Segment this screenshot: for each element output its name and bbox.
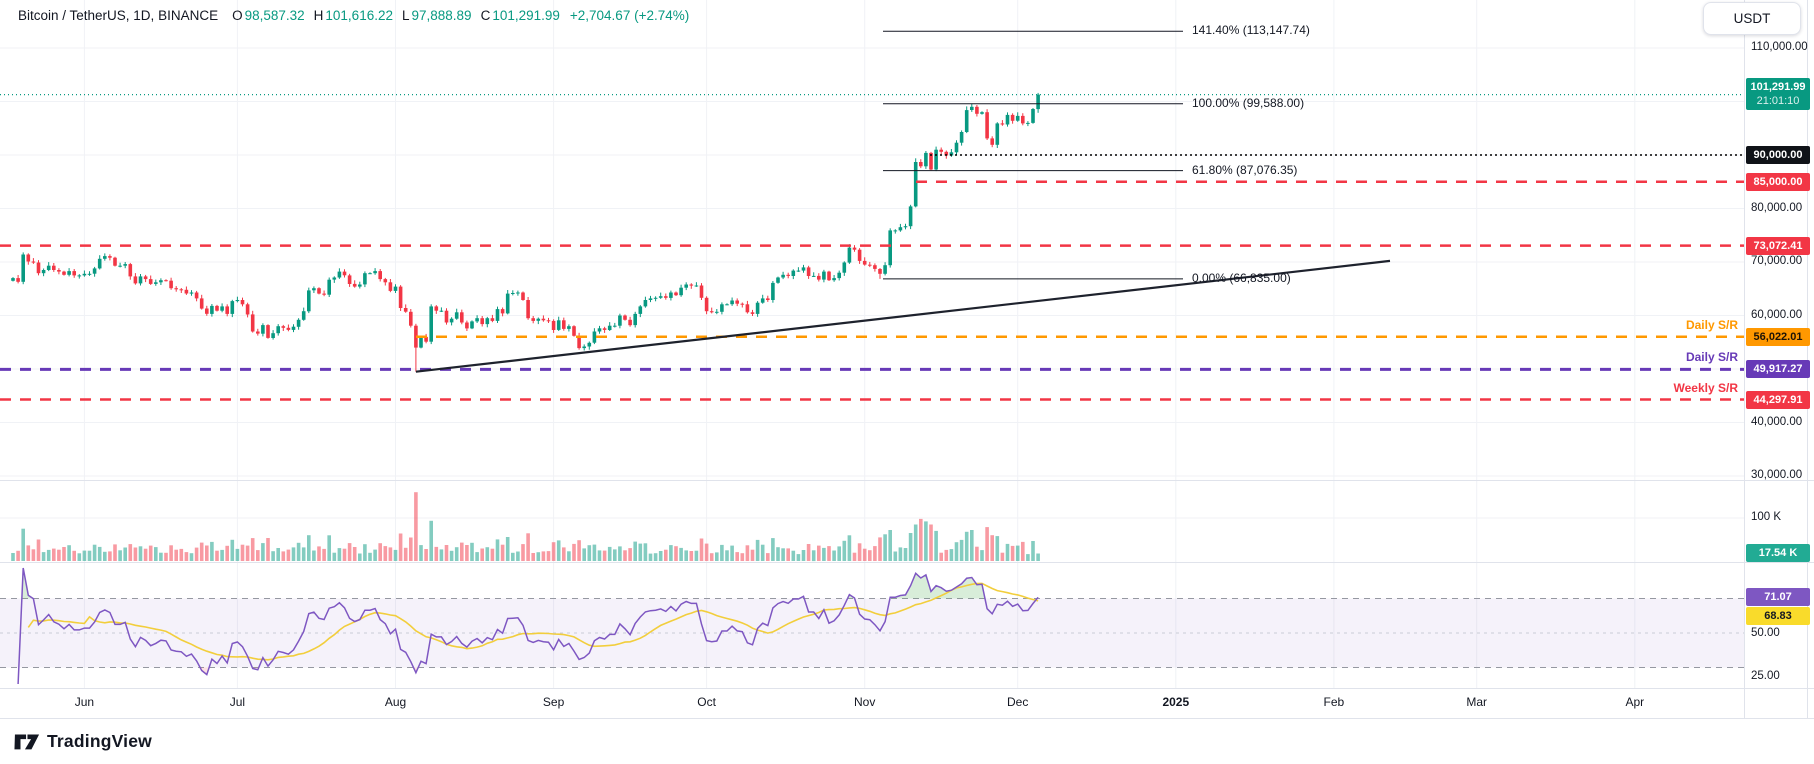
time-axis-label: Feb xyxy=(1323,695,1345,709)
price-change: +2,704.67 (+2.74%) xyxy=(569,8,690,23)
fib-level-label: 141.40% (113,147.74) xyxy=(1192,23,1310,38)
rsi-axis-tick: 25.00 xyxy=(1751,670,1780,683)
rsi-axis-tick: 50.00 xyxy=(1751,627,1780,639)
pane-separator-rsi[interactable] xyxy=(0,562,1814,563)
fib-retracement-drawing[interactable] xyxy=(883,30,1183,280)
fib-level-label: 100.00% (99,588.00) xyxy=(1192,95,1305,110)
time-axis-top-border xyxy=(0,688,1814,689)
time-axis-label: Apr xyxy=(1625,695,1645,709)
ohlc-h: H 101,616.22 xyxy=(313,8,393,23)
price-axis-tick: 80,000.00 xyxy=(1751,201,1803,214)
sr-line-label: Daily S/R xyxy=(1685,350,1738,365)
time-axis-label: Sep xyxy=(542,695,565,709)
ohlc-values: O 98,587.32 H 101,616.22 L 97,888.89 C 101,291.… xyxy=(232,8,560,23)
time-axis-label: Jun xyxy=(74,695,95,709)
price-axis-badge[interactable]: 85,000.00 xyxy=(1746,172,1810,191)
rsi-ma-axis-badge[interactable]: 68.83 xyxy=(1746,606,1810,625)
time-axis-label: Oct xyxy=(697,695,716,709)
time-axis-label: 2025 xyxy=(1162,695,1190,709)
tradingview-logo-icon xyxy=(14,734,40,750)
trendline-drawing[interactable] xyxy=(415,259,1391,373)
price-axis-badge[interactable]: 101,291.99 21:01:10 xyxy=(1746,77,1810,110)
fib-level-label: 0.00% (66,835.00) xyxy=(1192,270,1291,285)
candlestick-series xyxy=(11,92,1040,372)
rsi-ma-line[interactable] xyxy=(27,582,1039,661)
time-axis-label: Mar xyxy=(1466,695,1488,709)
price-axis-badge[interactable]: 56,022.01 xyxy=(1746,327,1810,346)
volume-axis-tick: 100 K xyxy=(1751,511,1782,523)
currency-toggle-button[interactable]: USDT xyxy=(1703,2,1801,35)
pane-separator-volume[interactable] xyxy=(0,480,1814,481)
tradingview-logo-text: TradingView xyxy=(47,730,152,751)
time-axis-label: Aug xyxy=(384,695,407,709)
price-axis-badge[interactable]: 49,917.27 xyxy=(1746,360,1810,379)
ohlc-c: C 101,291.99 xyxy=(480,8,560,23)
sr-line-label: Daily S/R xyxy=(1685,317,1738,332)
price-axis-tick: 40,000.00 xyxy=(1751,415,1803,428)
price-axis-badge[interactable]: 73,072.41 xyxy=(1746,236,1810,255)
price-axis-tick: 60,000.00 xyxy=(1751,308,1803,321)
fib-level-label: 61.80% (87,076.35) xyxy=(1192,162,1298,177)
price-axis-tick: 110,000.00 xyxy=(1751,41,1808,53)
time-axis-label: Dec xyxy=(1007,695,1029,709)
ohlc-l: L 97,888.89 xyxy=(401,8,472,23)
volume-axis-badge[interactable]: 17.54 K xyxy=(1746,544,1810,563)
price-axis-badge[interactable]: 44,297.91 xyxy=(1746,390,1810,409)
price-axis-tick: 70,000.00 xyxy=(1751,255,1803,267)
time-axis-label: Nov xyxy=(854,695,876,709)
rsi-axis-badge[interactable]: 71.07 xyxy=(1746,587,1810,606)
symbol-title[interactable]: Bitcoin / TetherUS, 1D, BINANCE xyxy=(18,8,219,23)
ohlc-o: O 98,587.32 xyxy=(232,8,305,23)
time-axis-bottom-border xyxy=(0,718,1814,719)
symbol-header[interactable]: Bitcoin / TetherUS, 1D, BINANCE O 98,587.… xyxy=(18,8,689,23)
currency-toggle-label: USDT xyxy=(1733,11,1771,26)
time-axis-label: Jul xyxy=(229,695,246,709)
rsi-line[interactable] xyxy=(17,567,1039,685)
price-axis-column[interactable] xyxy=(1744,0,1808,718)
price-axis-badge[interactable]: 90,000.00 xyxy=(1746,146,1810,164)
price-axis-tick: 30,000.00 xyxy=(1751,469,1803,481)
sr-line-label: Weekly S/R xyxy=(1673,380,1738,395)
tradingview-logo[interactable]: TradingView xyxy=(14,729,152,753)
volume-series xyxy=(11,492,1040,562)
